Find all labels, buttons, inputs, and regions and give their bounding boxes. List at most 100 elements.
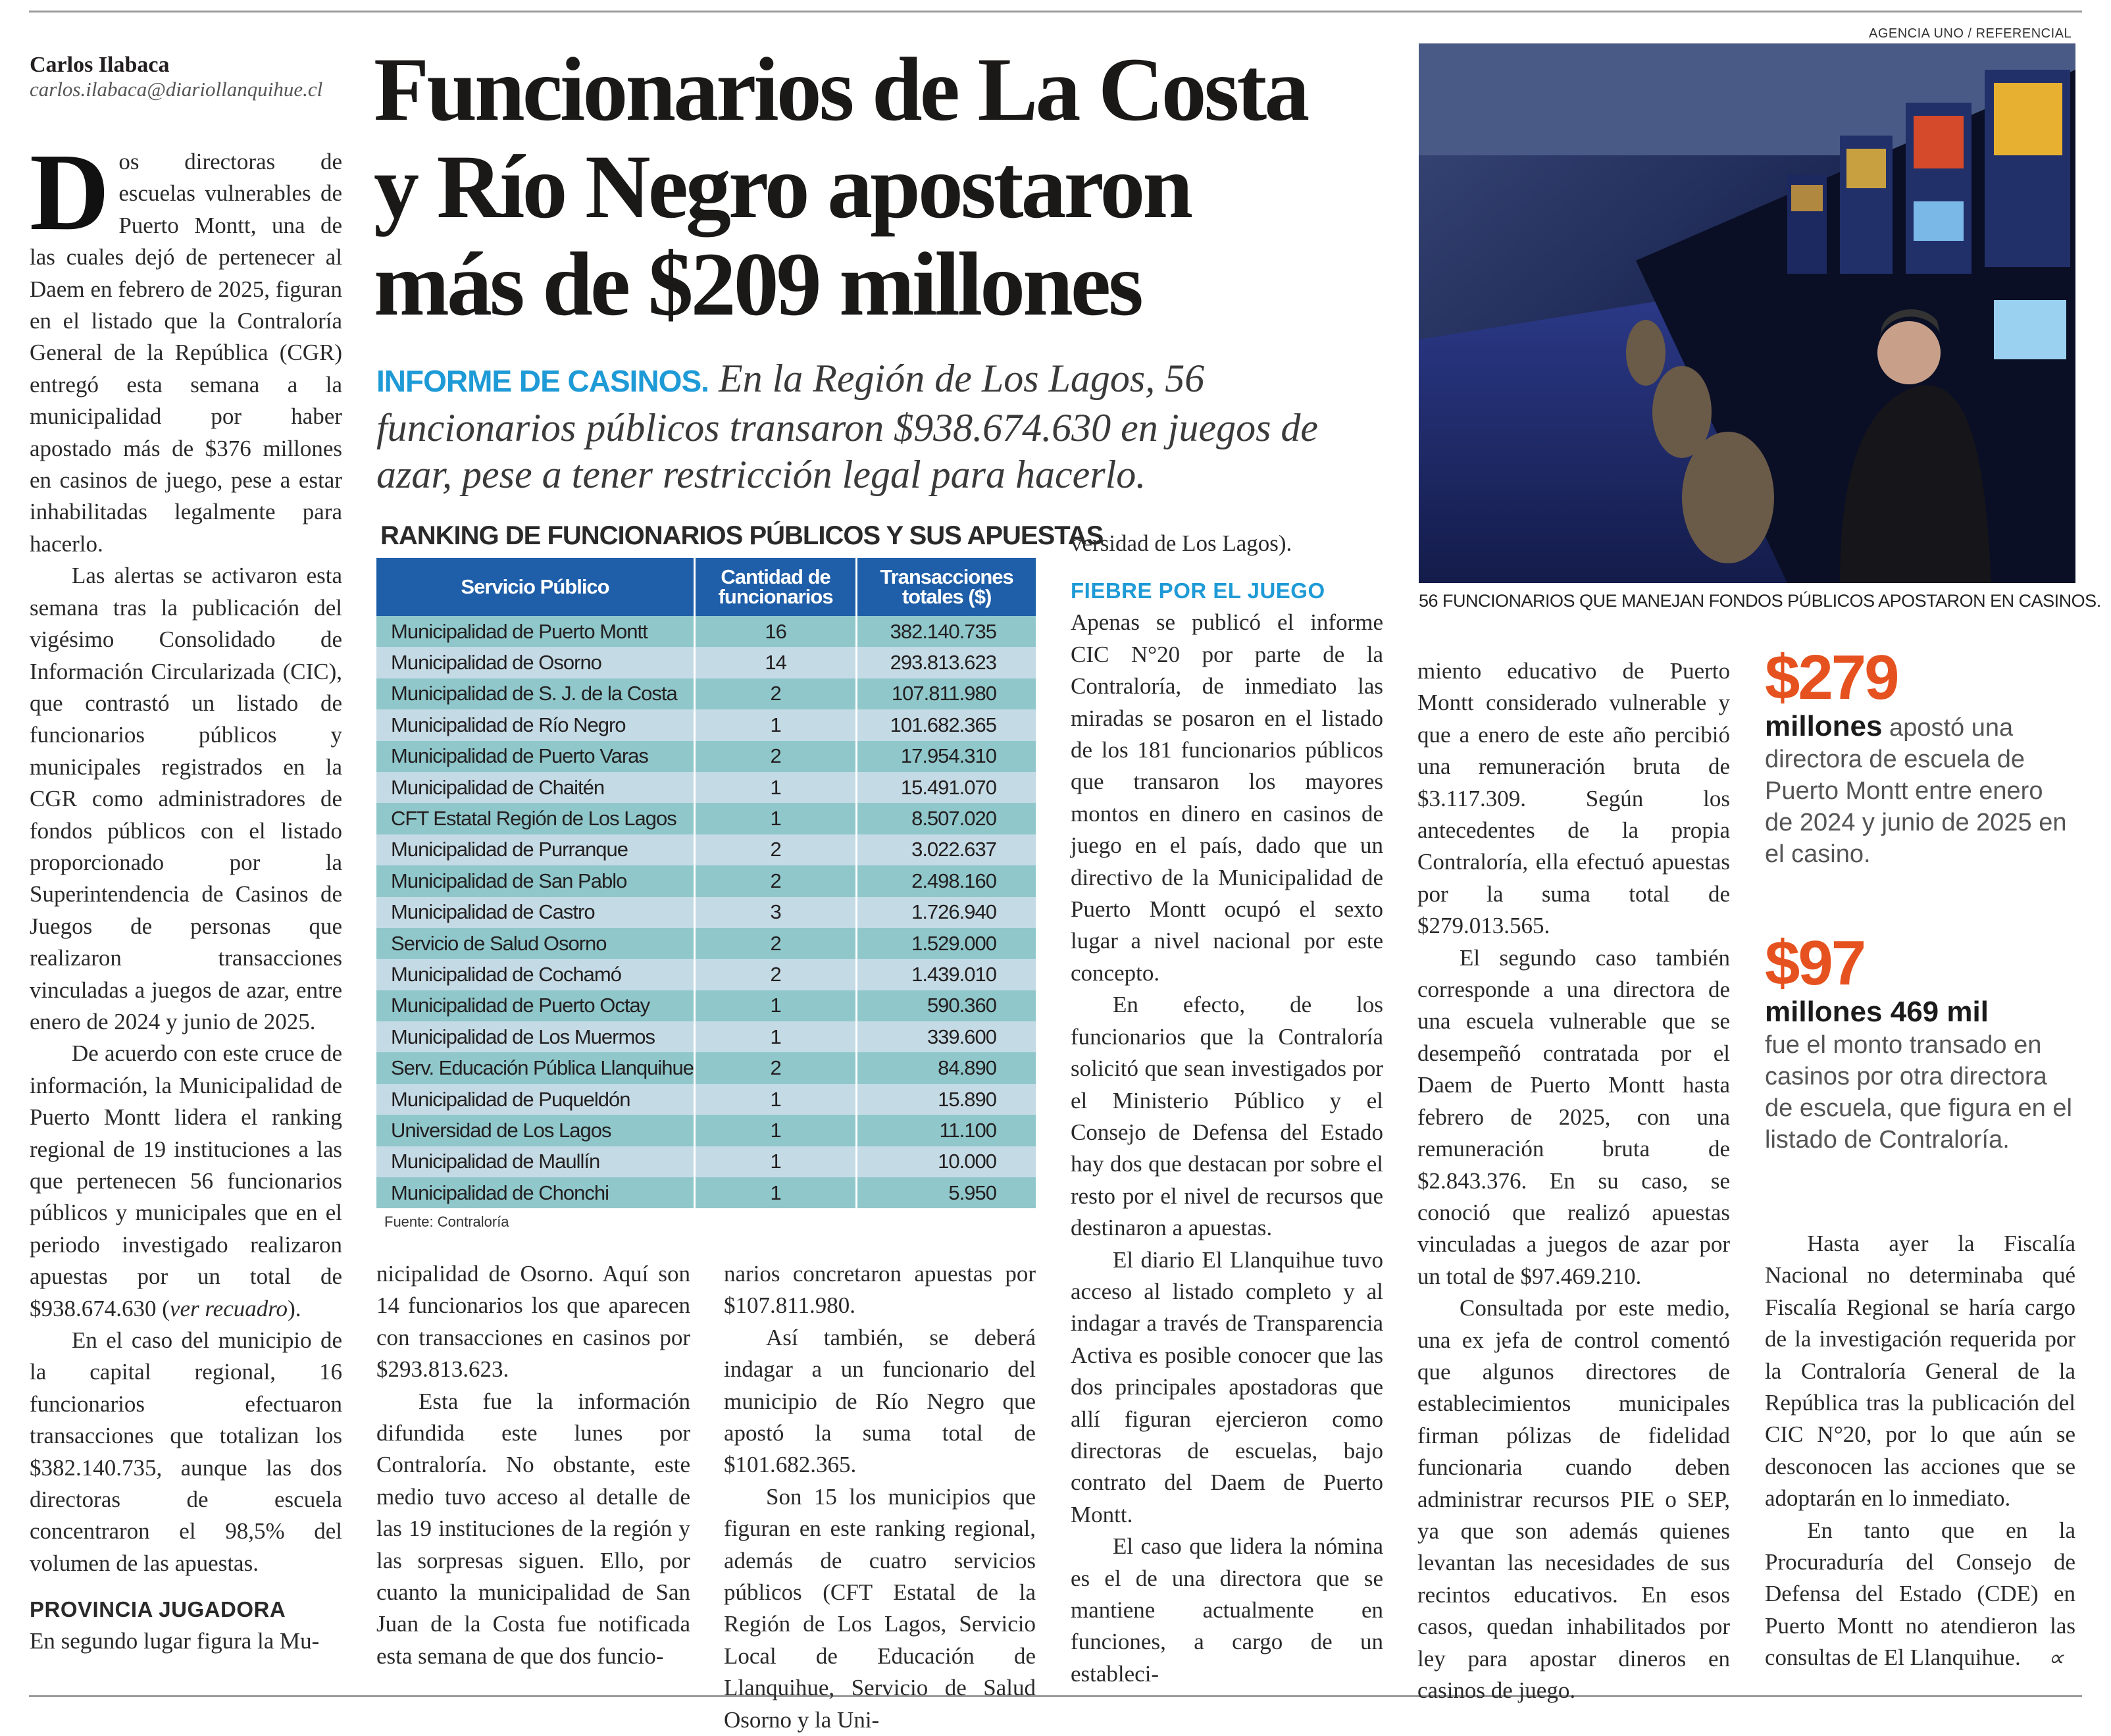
cell-total: 107.811.980 [856,678,1036,710]
photo-credit: AGENCIA UNO / REFERENCIAL [1869,26,2072,41]
cell-count: 1 [694,771,858,804]
cell-total: 382.140.735 [856,616,1036,648]
table-row: Municipalidad de Chaitén 1 15.491.070 [376,771,1036,804]
paragraph-text: os directoras de escuelas vulnerables de… [30,149,342,557]
cell-count: 1 [694,803,858,834]
cell-count: 16 [694,616,858,648]
fact-text: fue el monto transado en casinos por otr… [1765,1031,2072,1154]
cell-total: 11.100 [856,1115,1036,1146]
casino-photo [1419,43,2075,583]
paragraph: En segundo lugar figura la Mu- [30,1628,320,1654]
paragraph: En tanto que en la Procuraduría del Cons… [1765,1517,2075,1671]
author-email[interactable]: carlos.ilabaca@diariollanquihue.cl [30,78,323,101]
table-title: RANKING DE FUNCIONARIOS PÚBLICOS Y SUS A… [380,521,1104,550]
table-row: CFT Estatal Región de Los Lagos 1 8.507.02… [376,803,1036,834]
cell-total: 84.890 [856,1052,1036,1084]
paragraph: miento educativo de Puerto Montt conside… [1417,658,1730,939]
paragraph: Esta fue la información difundida este l… [376,1388,690,1669]
cell-service: Municipalidad de Puerto Octay [376,990,696,1022]
cell-total: 3.022.637 [856,834,1036,866]
table-source: Fuente: Contraloría [384,1213,509,1231]
cell-service: Municipalidad de Puqueldón [376,1083,696,1115]
article-column-6: Hasta ayer la Fiscalía Nacional no deter… [1765,1228,2075,1674]
cell-count: 2 [694,865,858,897]
table-row: Municipalidad de Osorno 14 293.813.623 [376,647,1036,678]
cell-service: Serv. Educación Pública Llanquihue [376,1052,696,1084]
drop-cap: D [30,131,110,253]
paragraph: Hasta ayer la Fiscalía Nacional no deter… [1765,1231,2075,1512]
cell-total: 590.360 [856,990,1036,1022]
fact-number: $97 [1765,928,1866,998]
paragraph: versidad de Los Lagos). [1071,530,1292,556]
cell-count: 2 [694,740,858,772]
col-header-total: Transacciones totales ($) [856,558,1036,616]
cell-service: Municipalidad de Puerto Montt [376,616,696,648]
table-header-row: Servicio Público Cantidad de funcionario… [376,558,1036,616]
cell-service: Municipalidad de Chonchi [376,1177,696,1209]
cell-total: 339.600 [856,1021,1036,1053]
cell-count: 2 [694,834,858,866]
paragraph: En efecto, de los funcionarios que la Co… [1071,992,1383,1241]
table-row: Municipalidad de Puqueldón 1 15.890 [376,1083,1036,1115]
fact-unit: millones 469 mil [1765,996,1989,1028]
cell-count: 2 [694,678,858,710]
cell-service: Municipalidad de Castro [376,896,696,928]
cell-count: 1 [694,1177,858,1209]
cell-service: Municipalidad de Maullín [376,1146,696,1178]
fact-unit: millones [1765,710,1883,742]
headline-line: y Río Negro apostaron [374,136,1193,237]
subhead-kicker: INFORME DE CASINOS. [376,364,709,398]
cell-service: Municipalidad de Purranque [376,834,696,866]
table-row: Municipalidad de Maullín 1 10.000 [376,1146,1036,1178]
cell-service: Servicio de Salud Osorno [376,927,696,959]
cell-total: 293.813.623 [856,647,1036,678]
cell-total: 101.682.365 [856,709,1036,741]
section-heading: FIEBRE POR EL JUEGO [1071,578,1325,603]
subhead-text: En la Región de Los Lagos, 56 funcionari… [376,357,1319,496]
section-heading: PROVINCIA JUGADORA [30,1597,286,1622]
paragraph: nicipalidad de Osorno. Aquí son 14 funci… [376,1261,690,1383]
cell-count: 1 [694,1083,858,1115]
headline-line: Funcionarios de La Costa [374,39,1310,140]
cell-count: 1 [694,1146,858,1178]
subheadline: INFORME DE CASINOS. En la Región de Los … [376,355,1331,498]
cell-total: 1.529.000 [856,927,1036,959]
cell-total: 10.000 [856,1146,1036,1178]
cell-count: 2 [694,1052,858,1084]
photo-caption: 56 FUNCIONARIOS QUE MANEJAN FONDOS PÚBLI… [1419,591,2101,611]
cell-service: Municipalidad de Osorno [376,647,696,678]
article-column-4: versidad de Los Lagos). FIEBRE POR EL JU… [1071,528,1383,1690]
cell-service: Universidad de Los Lagos [376,1115,696,1146]
paragraph: De acuerdo con este cruce de información… [30,1038,342,1325]
fact-box-97: $97 millones 469 mil fue el monto transad… [1765,931,2075,1156]
paragraph: Así también, se deberá indagar a un func… [724,1324,1036,1478]
paragraph-text: ). [288,1295,301,1321]
bottom-rule [29,1695,2082,1697]
cell-count: 1 [694,1115,858,1146]
headline-line: más de $209 millones [374,234,1144,334]
table-row: Municipalidad de S. J. de la Costa 2 107.8… [376,678,1036,710]
cell-service: Municipalidad de San Pablo [376,865,696,897]
cell-total: 8.507.020 [856,803,1036,834]
paragraph: El segundo caso también corresponde a un… [1417,944,1730,1289]
paragraph: Consultada por este medio, una ex jefa d… [1417,1295,1730,1703]
article-column-2: nicipalidad de Osorno. Aquí son 14 funci… [376,1258,690,1672]
cell-count: 2 [694,927,858,959]
cell-total: 2.498.160 [856,865,1036,897]
paragraph: El caso que lidera la nómina es el de un… [1071,1533,1383,1687]
cell-service: Municipalidad de Puerto Varas [376,740,696,772]
paragraph: En el caso del municipio de la capital r… [30,1327,342,1576]
cell-count: 3 [694,896,858,928]
cell-total: 15.491.070 [856,771,1036,804]
paragraph-italic: ver recuadro [169,1295,288,1321]
cell-service: Municipalidad de S. J. de la Costa [376,678,696,710]
author-name: Carlos Ilabaca [30,53,170,77]
table-row: Universidad de Los Lagos 1 11.100 [376,1115,1036,1146]
cell-service: Municipalidad de Cochamó [376,959,696,990]
paragraph: Son 15 los municipios que figuran en est… [724,1483,1036,1733]
paragraph: narios concretaron apuestas por $107.811… [724,1261,1036,1319]
paragraph: Apenas se publicó el informe CIC N°20 po… [1071,609,1383,986]
cell-service: Municipalidad de Los Muermos [376,1021,696,1053]
